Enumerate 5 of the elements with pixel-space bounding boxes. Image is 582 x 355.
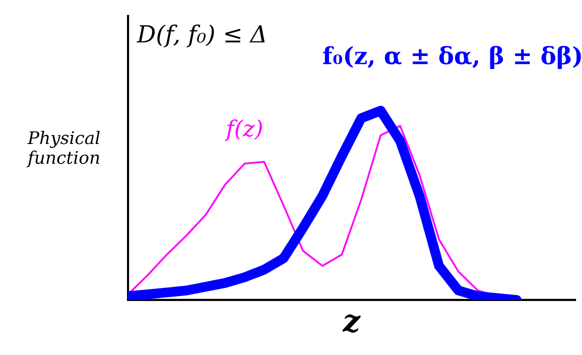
text: D(f, f₀) ≤ Δ [136, 24, 265, 48]
series-label: f(z) [224, 119, 262, 141]
x-axis-title: z [342, 314, 361, 333]
y-axis-title: Physical function [26, 130, 100, 168]
text: f₀(z, α ± δα, β ± δβ) [323, 46, 581, 69]
